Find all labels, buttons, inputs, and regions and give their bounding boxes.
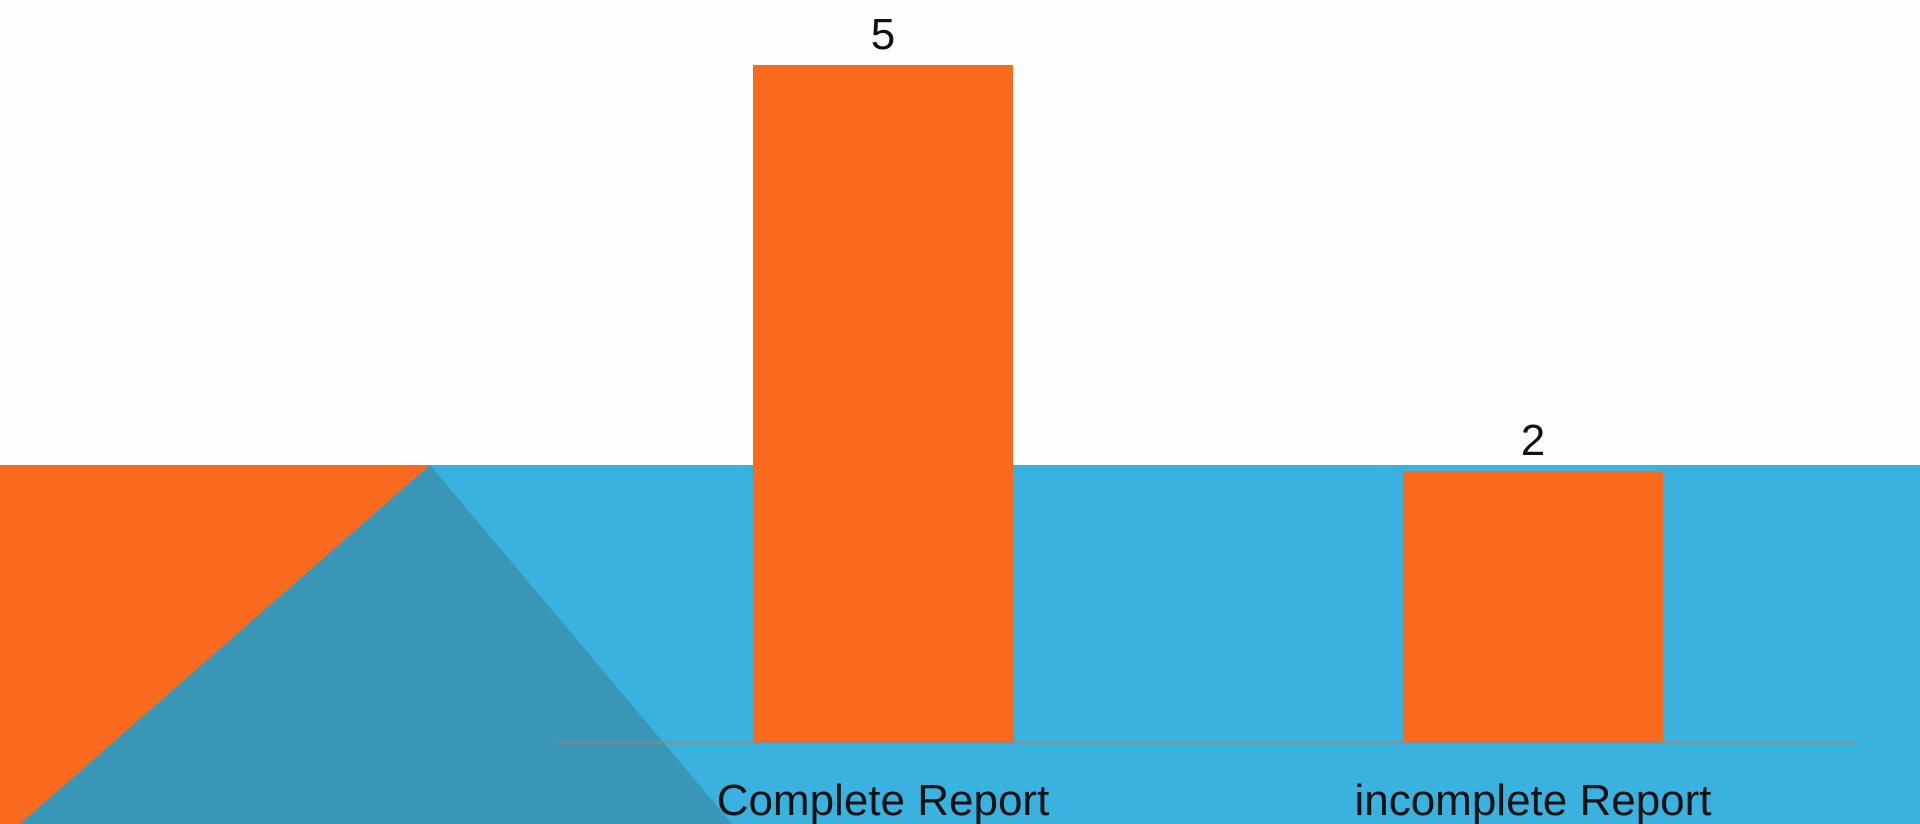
data-label-1: 5 — [871, 10, 895, 59]
bar-2 — [1403, 471, 1663, 742]
data-label-2: 2 — [1521, 416, 1545, 465]
category-label-1: Complete Report — [717, 776, 1050, 824]
category-label-2: incomplete Report — [1354, 776, 1711, 824]
teal-triangle-shape — [20, 465, 732, 824]
bar-1 — [753, 65, 1013, 742]
orange-triangle-shape — [0, 465, 430, 824]
